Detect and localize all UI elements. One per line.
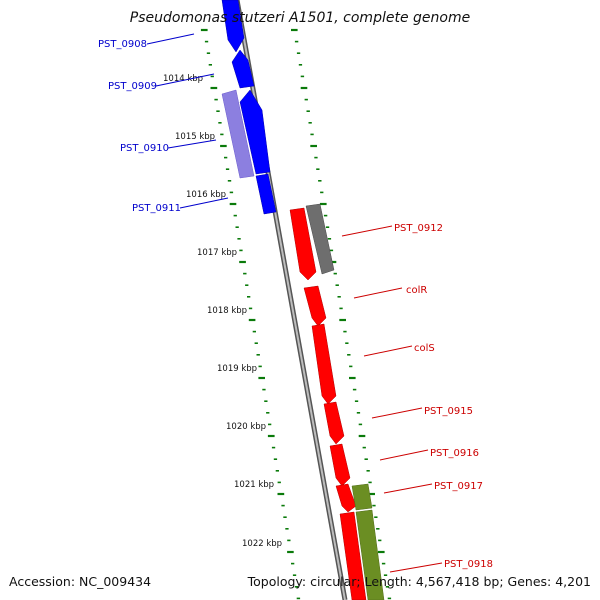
- gene-PST_0917[interactable]: [335, 483, 357, 513]
- gene-label-PST_0908[interactable]: PST_0908: [98, 39, 147, 50]
- gene-label-colR[interactable]: colR: [406, 285, 427, 296]
- gene-PST_0912[interactable]: [289, 207, 317, 281]
- gene-label-PST_0915[interactable]: PST_0915: [424, 406, 473, 417]
- gene-label-PST_0909[interactable]: PST_0909: [108, 81, 157, 92]
- forward-strand-genes: [221, 0, 277, 215]
- accession-text: Accession: NC_009434: [9, 574, 151, 589]
- genome-backbone: [234, 0, 348, 600]
- gene-label-PST_0916[interactable]: PST_0916: [430, 448, 479, 459]
- tick-label: 1020 kbp: [226, 422, 266, 432]
- gene-label-PST_0911[interactable]: PST_0911: [132, 203, 181, 214]
- gene-label-PST_0917[interactable]: PST_0917: [434, 481, 483, 492]
- map-title: Pseudomonas stutzeri A1501, complete gen…: [130, 10, 470, 26]
- tick-label: 1014 kbp: [163, 74, 203, 84]
- topology-text: Topology: circular; Length: 4,567,418 bp…: [247, 574, 591, 589]
- reverse-strand-genes: [289, 203, 385, 600]
- gene-colS[interactable]: [311, 323, 337, 405]
- tick-label: 1021 kbp: [234, 480, 274, 490]
- gene-labels: PST_0908 PST_0909 PST_0910 PST_0911 PST_…: [98, 39, 493, 570]
- gene-label-PST_0918[interactable]: PST_0918: [444, 559, 493, 570]
- tick-label: 1018 kbp: [207, 306, 247, 316]
- tick-label: 1016 kbp: [186, 190, 226, 200]
- gene-PST_0909[interactable]: [231, 49, 255, 89]
- tick-label: 1015 kbp: [175, 132, 215, 142]
- gene-colR[interactable]: [303, 285, 327, 327]
- tick-label: 1019 kbp: [217, 364, 257, 374]
- gene-PST_0908[interactable]: [221, 0, 245, 53]
- gene-label-PST_0910[interactable]: PST_0910: [120, 143, 169, 154]
- gene-PST_0912-b[interactable]: [305, 203, 335, 275]
- gene-PST_0917-b[interactable]: [351, 483, 373, 511]
- gene-PST_0916[interactable]: [329, 443, 351, 487]
- tick-tracks: [200, 28, 392, 600]
- gene-PST_0918-b[interactable]: [355, 509, 385, 600]
- label-leaders: [146, 33, 443, 573]
- tick-label: 1017 kbp: [197, 248, 237, 258]
- tick-labels: 1014 kbp 1015 kbp 1016 kbp 1017 kbp 1018…: [163, 74, 282, 549]
- gene-PST_0911[interactable]: [255, 173, 277, 215]
- gene-label-PST_0912[interactable]: PST_0912: [394, 223, 443, 234]
- gene-PST_0910-a[interactable]: [221, 89, 255, 179]
- gene-PST_0918[interactable]: [339, 511, 367, 600]
- gene-PST_0910[interactable]: [239, 89, 271, 175]
- gene-label-colS[interactable]: colS: [414, 343, 435, 354]
- tick-label: 1022 kbp: [242, 539, 282, 549]
- gene-PST_0915[interactable]: [323, 401, 345, 445]
